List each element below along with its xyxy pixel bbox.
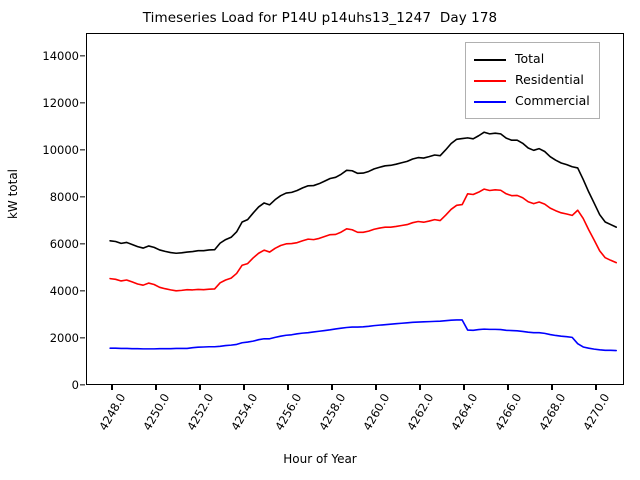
x-tick-label: 4252.0 <box>184 391 217 433</box>
x-tick-label: 4266.0 <box>492 391 525 433</box>
series-line-commercial <box>109 319 617 352</box>
y-tick-mark <box>80 196 85 198</box>
x-tick-mark <box>375 385 377 390</box>
x-tick-label: 4260.0 <box>360 391 393 433</box>
x-tick-label: 4264.0 <box>448 391 481 433</box>
legend-label: Residential <box>515 72 584 88</box>
legend-label: Total <box>515 51 545 67</box>
y-tick-label: 12000 <box>42 96 79 111</box>
x-tick-mark <box>331 385 333 390</box>
x-tick-label: 4256.0 <box>272 391 305 433</box>
y-tick-mark <box>80 243 85 245</box>
y-tick-mark <box>80 290 85 292</box>
y-tick-label: 6000 <box>49 237 79 251</box>
x-tick-mark <box>287 385 289 390</box>
y-tick-mark <box>80 149 85 151</box>
x-tick-label: 4250.0 <box>140 391 173 433</box>
x-tick-label: 4262.0 <box>404 391 437 433</box>
x-tick-label: 4248.0 <box>96 391 129 433</box>
chart-title: Timeseries Load for P14U p14uhs13_1247 D… <box>142 10 498 26</box>
series-line-residential <box>109 188 617 292</box>
y-tick-label: 8000 <box>49 190 79 205</box>
x-tick-mark <box>551 385 553 390</box>
plot-lines <box>109 131 617 352</box>
legend-entry-commercial: Commercial <box>474 91 590 112</box>
y-axis-tick-marks <box>0 33 86 386</box>
y-tick-mark <box>80 102 85 104</box>
x-tick-mark <box>111 385 113 390</box>
legend-swatch-commercial <box>474 100 506 103</box>
x-tick-label: 4254.0 <box>228 391 261 433</box>
legend-swatch-total <box>474 58 506 61</box>
x-tick-mark <box>419 385 421 390</box>
legend-entry-residential: Residential <box>474 70 590 91</box>
x-axis-tick-labels: 4248.0 4250.0 4252.0 4254.0 4256.0 4258.0 4260… <box>86 391 624 451</box>
legend-swatch-residential <box>474 79 506 82</box>
y-tick-label: 10000 <box>42 143 79 158</box>
x-tick-mark <box>463 385 465 390</box>
x-tick-mark <box>155 385 157 390</box>
y-tick-label: 14000 <box>42 49 79 64</box>
x-tick-mark <box>507 385 509 390</box>
x-tick-label: 4270.0 <box>580 391 613 433</box>
x-tick-label: 4258.0 <box>316 391 349 433</box>
y-tick-label: 4000 <box>49 284 79 298</box>
x-tick-mark <box>595 385 597 390</box>
x-axis-label: Hour of Year <box>283 452 357 466</box>
plot-area <box>86 33 624 385</box>
legend-label: Commercial <box>515 93 590 109</box>
y-tick-mark <box>80 384 85 386</box>
legend-entry-total: Total <box>474 49 590 70</box>
y-tick-label: 2000 <box>49 331 79 345</box>
y-tick-mark <box>80 55 85 57</box>
x-axis-tick-marks <box>86 385 624 391</box>
x-tick-mark <box>243 385 245 390</box>
y-tick-label: 0 <box>71 378 79 392</box>
x-tick-mark <box>199 385 201 390</box>
y-axis-tick-labels: 0 2000 4000 6000 8000 10000 12000 14000 <box>0 33 79 392</box>
chart-legend: Total Residential Commercial <box>465 42 600 119</box>
series-line-total <box>109 131 617 255</box>
x-tick-label: 4268.0 <box>536 391 569 433</box>
y-tick-mark <box>80 337 85 339</box>
